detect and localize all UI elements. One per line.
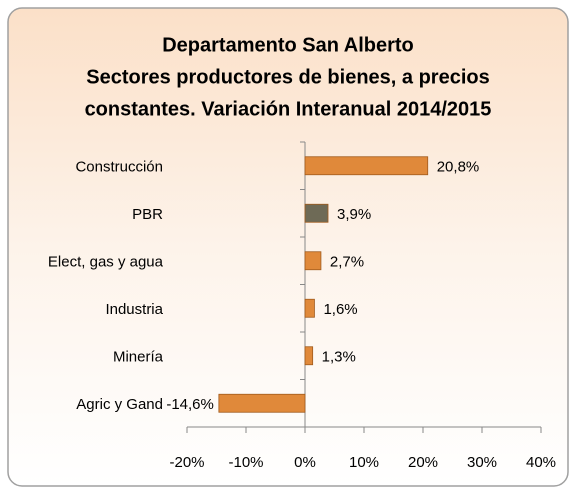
value-label: 1,6% [323, 301, 357, 318]
bar [304, 203, 329, 223]
y-tick-label: Minería [113, 349, 164, 366]
x-tick-label: -10% [228, 454, 263, 471]
x-tick-label: -20% [169, 454, 204, 471]
x-tick-label: 0% [294, 454, 316, 471]
bar [218, 393, 306, 413]
value-label: -14,6% [166, 396, 214, 413]
y-tick-label: Agric y Gand [76, 396, 163, 413]
y-tick-label: Industria [105, 301, 163, 318]
x-tick-label: 10% [349, 454, 379, 471]
value-label: 20,8% [437, 159, 480, 176]
chart-title: constantes. Variación Interanual 2014/20… [85, 98, 492, 120]
x-tick-label: 20% [408, 454, 438, 471]
x-tick-label: 30% [467, 454, 497, 471]
value-label: 3,9% [337, 206, 371, 223]
value-label: 1,3% [322, 349, 356, 366]
chart-title: Departamento San Alberto [162, 34, 414, 56]
y-tick-label: PBR [132, 206, 163, 223]
bar [304, 298, 315, 318]
y-tick-label: Construcción [75, 159, 163, 176]
bar [304, 251, 322, 271]
bar [304, 346, 314, 366]
x-tick-label: 40% [526, 454, 556, 471]
value-label: 2,7% [330, 254, 364, 271]
bar [304, 156, 429, 176]
chart-frame [7, 7, 569, 487]
y-tick-label: Elect, gas y agua [48, 254, 164, 271]
chart-title: Sectores productores de bienes, a precio… [86, 66, 489, 88]
